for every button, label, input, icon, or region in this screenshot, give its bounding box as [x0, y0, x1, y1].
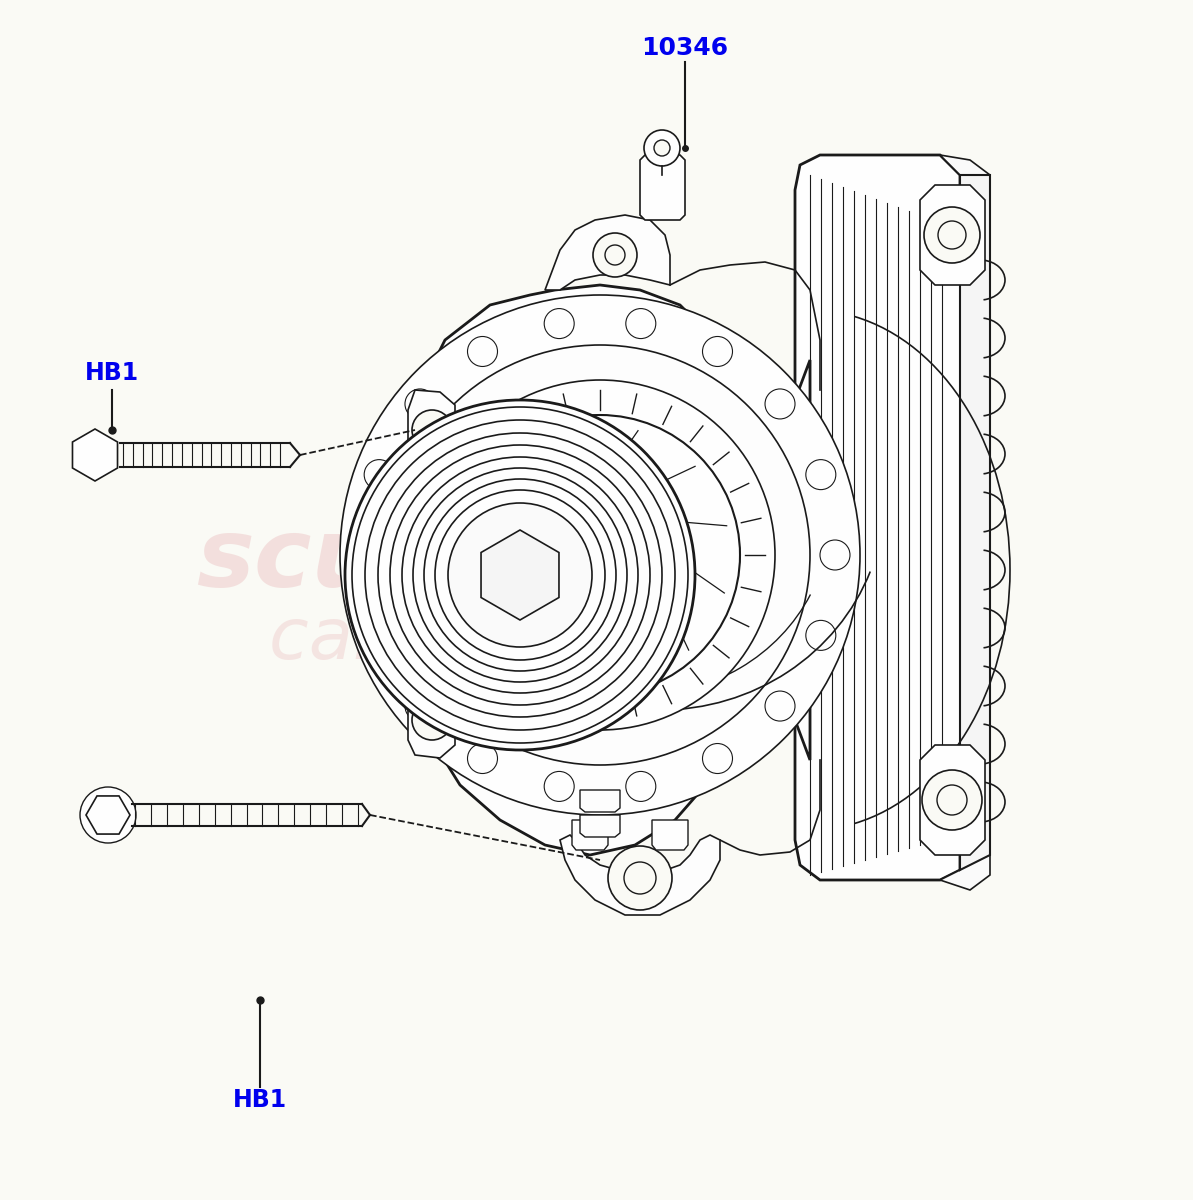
- Text: HB1: HB1: [233, 1088, 288, 1112]
- Circle shape: [412, 700, 452, 740]
- Circle shape: [413, 468, 628, 682]
- Circle shape: [925, 206, 979, 263]
- Circle shape: [425, 380, 775, 730]
- Circle shape: [378, 433, 662, 716]
- Circle shape: [624, 862, 656, 894]
- Circle shape: [345, 400, 696, 750]
- Polygon shape: [940, 155, 990, 200]
- Polygon shape: [86, 796, 130, 834]
- Polygon shape: [940, 840, 990, 890]
- Polygon shape: [960, 175, 990, 870]
- Text: HB1: HB1: [85, 361, 140, 385]
- Polygon shape: [920, 745, 985, 854]
- Polygon shape: [920, 185, 985, 284]
- Polygon shape: [408, 390, 455, 468]
- Circle shape: [402, 457, 638, 692]
- Polygon shape: [580, 790, 620, 812]
- Circle shape: [80, 787, 136, 842]
- Polygon shape: [408, 284, 810, 854]
- Circle shape: [922, 770, 982, 830]
- Circle shape: [390, 445, 650, 704]
- Text: scuderia: scuderia: [197, 514, 663, 606]
- Circle shape: [644, 130, 680, 166]
- Polygon shape: [481, 530, 560, 620]
- Circle shape: [424, 479, 616, 671]
- Polygon shape: [639, 155, 685, 220]
- Polygon shape: [560, 835, 721, 914]
- Polygon shape: [571, 820, 608, 850]
- Text: car parts: car parts: [268, 606, 592, 674]
- Circle shape: [593, 233, 637, 277]
- Polygon shape: [545, 215, 670, 290]
- Circle shape: [365, 420, 675, 730]
- Circle shape: [435, 490, 605, 660]
- Circle shape: [605, 245, 625, 265]
- Circle shape: [608, 846, 672, 910]
- Circle shape: [654, 140, 670, 156]
- Circle shape: [937, 785, 968, 815]
- Circle shape: [938, 221, 966, 248]
- Circle shape: [340, 295, 860, 815]
- Polygon shape: [408, 682, 455, 758]
- Circle shape: [390, 346, 810, 766]
- Circle shape: [412, 410, 452, 450]
- Circle shape: [460, 415, 740, 695]
- Circle shape: [449, 503, 592, 647]
- Text: 10346: 10346: [642, 36, 729, 60]
- Polygon shape: [73, 428, 118, 481]
- Polygon shape: [580, 815, 620, 838]
- Polygon shape: [795, 155, 970, 880]
- Polygon shape: [653, 820, 688, 850]
- Circle shape: [352, 407, 688, 743]
